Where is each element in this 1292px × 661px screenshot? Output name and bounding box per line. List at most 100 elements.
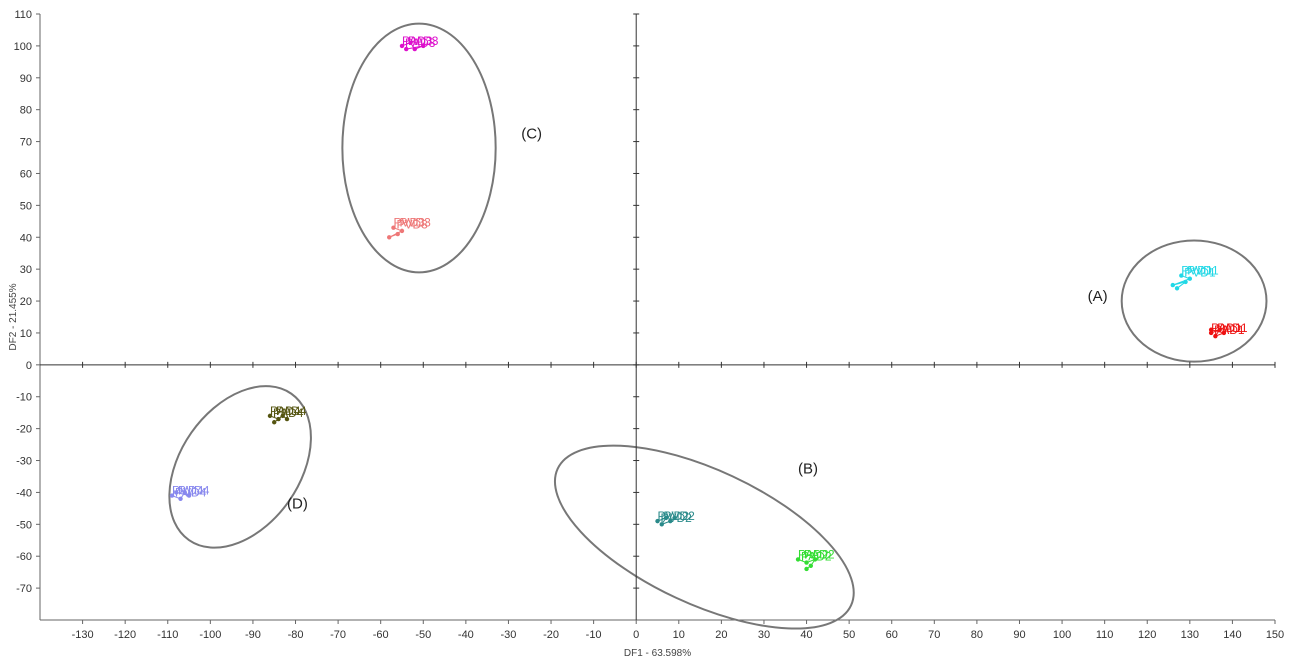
cluster-annotation: (C) (521, 125, 542, 142)
x-tick-label: -70 (330, 629, 346, 641)
y-tick-label: 90 (20, 73, 32, 85)
data-point (399, 228, 405, 234)
point-label: PVD3 (393, 216, 425, 230)
data-point (169, 493, 175, 498)
data-point (395, 231, 400, 237)
data-point (1183, 279, 1188, 285)
data-point (655, 518, 660, 524)
data-point (391, 225, 396, 230)
data-point (178, 496, 183, 501)
x-tick-label: -40 (458, 629, 474, 641)
x-tick-label: -30 (500, 629, 516, 641)
point-label: PAD4 (276, 404, 307, 418)
y-axis-title: DF2 - 21.455% (8, 283, 19, 350)
cluster-annotation: (D) (287, 495, 308, 512)
cluster-annotation: (A) (1088, 288, 1108, 305)
data-point (1179, 273, 1184, 278)
cluster-ellipse (341, 22, 497, 274)
data-point (1187, 276, 1193, 281)
x-tick-label: 10 (673, 629, 685, 641)
data-point (404, 46, 409, 52)
point-label: PVD4 (175, 486, 207, 500)
data-point (804, 566, 809, 572)
x-axis-ticks: -130 -120 -110 -100 -90 -80 -70 -60 -50 -40 -30 -20… (72, 361, 1284, 641)
data-point (1217, 327, 1222, 332)
y-tick-label: 10 (20, 328, 32, 340)
point-label: PAD1 (1214, 323, 1245, 337)
cluster-ellipse (168, 385, 312, 549)
x-tick-label: -50 (415, 629, 431, 641)
data-point (276, 416, 281, 422)
x-tick-label: 80 (971, 629, 983, 641)
point-label: PVD4 (178, 484, 210, 498)
x-tick-label: 0 (633, 629, 639, 641)
point-label: PAD3 (405, 36, 436, 50)
point-label: PAD2 (798, 547, 829, 561)
y-axis-ticks: 1101009080706050403020100-10-20-30-40-50… (14, 9, 640, 595)
y-tick-label: 110 (14, 9, 32, 21)
data-point (1174, 286, 1180, 291)
x-tick-label: 140 (1223, 629, 1241, 641)
x-tick-label: 20 (715, 629, 727, 641)
x-tick-label: -120 (114, 629, 136, 641)
point-label: PVD4 (172, 484, 204, 498)
data-point (672, 515, 677, 521)
data-point (186, 493, 192, 498)
y-tick-label: 70 (20, 137, 32, 149)
axes (40, 14, 1275, 620)
plot-frame (39, 14, 1275, 621)
data-point (280, 413, 285, 419)
x-tick-label: -90 (245, 629, 261, 641)
y-tick-label: 60 (20, 168, 32, 180)
x-tick-label: 120 (1138, 629, 1156, 641)
data-point (808, 563, 814, 568)
x-tick-label: 110 (1096, 629, 1114, 641)
data-point (399, 43, 405, 49)
data-point (1208, 330, 1214, 336)
cluster-ellipse (1120, 239, 1268, 363)
y-tick-label: -70 (16, 583, 32, 595)
data-point (408, 40, 413, 45)
x-tick-label: -60 (373, 629, 389, 641)
y-tick-label: 50 (20, 200, 32, 212)
y-tick-label: -20 (16, 424, 32, 436)
y-tick-label: -30 (16, 456, 32, 468)
x-tick-label: 50 (843, 629, 855, 641)
data-point (804, 560, 809, 565)
data-point (659, 522, 664, 527)
x-tick-label: 100 (1053, 629, 1071, 641)
point-label: PAD4 (270, 404, 301, 418)
data-point (174, 490, 179, 495)
cluster-annotation: (B) (798, 460, 818, 477)
x-tick-label: 70 (928, 629, 940, 641)
cluster-ellipses (168, 22, 1268, 630)
point-label: PAD1 (1217, 321, 1248, 335)
x-tick-label: 30 (758, 629, 770, 641)
data-point (182, 490, 187, 495)
y-tick-label: -50 (16, 519, 32, 531)
y-tick-label: 100 (14, 41, 32, 53)
x-tick-label: -100 (199, 629, 221, 641)
point-label: PVD1 (1181, 264, 1213, 278)
y-tick-label: 40 (20, 232, 32, 244)
y-tick-label: 80 (20, 105, 32, 117)
data-point (284, 416, 290, 422)
point-label: PAD4 (273, 406, 304, 420)
data-point (663, 515, 669, 521)
x-tick-label: -20 (543, 629, 559, 641)
y-tick-label: -60 (16, 551, 32, 563)
x-tick-label: 60 (886, 629, 898, 641)
data-point (812, 557, 818, 562)
point-label: PVD2 (658, 509, 690, 523)
data-point (1213, 333, 1218, 339)
cluster-annotations: (A) (B) (C) (D) (287, 125, 1108, 512)
